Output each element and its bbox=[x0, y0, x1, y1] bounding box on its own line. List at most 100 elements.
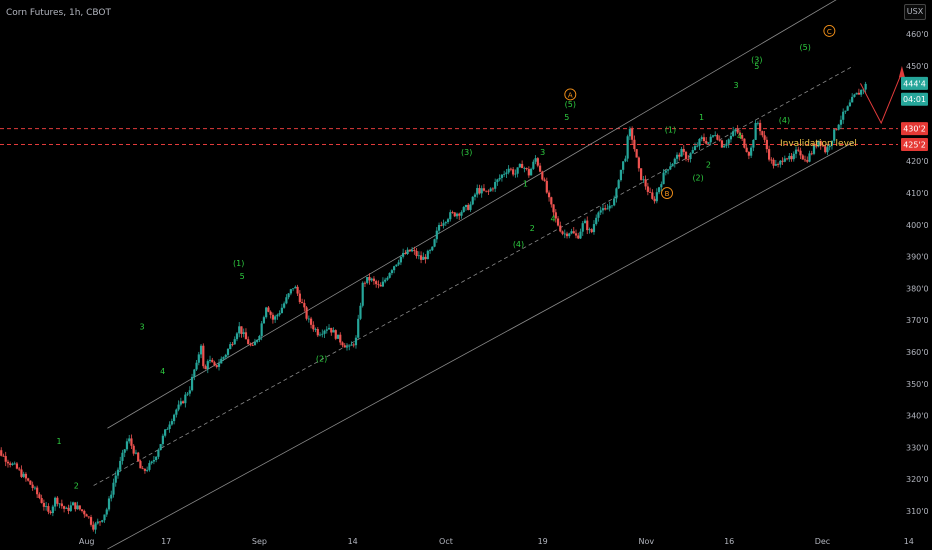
y-tick-label: 460'0 bbox=[906, 30, 929, 39]
candle-body bbox=[339, 334, 342, 343]
candle-body bbox=[842, 111, 845, 120]
candle-body bbox=[348, 345, 351, 347]
candle-body bbox=[496, 179, 499, 183]
candle-body bbox=[361, 282, 364, 306]
candle-body bbox=[503, 173, 506, 175]
candle-body bbox=[94, 523, 97, 530]
wave-label: 2 bbox=[706, 161, 711, 170]
candle-body bbox=[846, 106, 849, 111]
candle-body bbox=[752, 139, 755, 148]
y-tick-label: 390'0 bbox=[906, 253, 929, 262]
candle-body bbox=[45, 506, 48, 507]
candle-body bbox=[137, 452, 140, 462]
candle-body bbox=[98, 521, 102, 523]
candle-body bbox=[74, 502, 77, 510]
candle-body bbox=[220, 358, 223, 364]
candle-body bbox=[550, 197, 553, 205]
candle-body bbox=[595, 217, 598, 225]
candle-body bbox=[341, 342, 344, 346]
candle-body bbox=[806, 160, 809, 162]
candle-body bbox=[455, 213, 459, 217]
candle-body bbox=[547, 192, 551, 198]
candle-body bbox=[179, 401, 182, 405]
candle-body bbox=[637, 157, 640, 169]
candle-body bbox=[83, 510, 86, 515]
candle-body bbox=[633, 139, 636, 150]
candle-body bbox=[199, 345, 203, 355]
x-tick-label: Sep bbox=[252, 537, 267, 546]
candle-body bbox=[58, 503, 61, 505]
candle-body bbox=[815, 145, 818, 147]
candle-body bbox=[673, 158, 676, 164]
wave-label: (5) bbox=[800, 43, 811, 52]
candle-body bbox=[89, 517, 93, 525]
candle-body bbox=[415, 250, 418, 257]
candle-body bbox=[440, 225, 443, 226]
candle-body bbox=[458, 213, 461, 216]
candle-body bbox=[29, 480, 32, 485]
candle-body bbox=[116, 469, 120, 476]
candle-body bbox=[530, 168, 533, 176]
candle-body bbox=[161, 435, 164, 445]
y-tick-label: 310'0 bbox=[906, 507, 929, 516]
candle-body bbox=[215, 365, 218, 367]
candle-body bbox=[40, 498, 43, 503]
candle-body bbox=[552, 204, 555, 213]
candle-body bbox=[399, 256, 402, 263]
candle-body bbox=[622, 161, 625, 170]
candle-body bbox=[4, 456, 7, 462]
candle-body bbox=[559, 225, 562, 232]
candle-body bbox=[204, 366, 207, 370]
x-tick-label: Nov bbox=[638, 537, 654, 546]
wave-label: 2 bbox=[530, 224, 535, 233]
candle-body bbox=[96, 521, 99, 524]
candle-body bbox=[33, 487, 37, 489]
wave-label: 3 bbox=[734, 81, 739, 90]
candle-body bbox=[532, 161, 535, 169]
candle-body bbox=[702, 137, 706, 142]
price-tag bbox=[901, 138, 928, 152]
candle-body bbox=[62, 506, 66, 509]
wave-label: 5 bbox=[754, 62, 759, 71]
candle-body bbox=[446, 219, 450, 223]
candle-body bbox=[132, 445, 135, 454]
candle-body bbox=[727, 139, 730, 144]
candle-body bbox=[592, 224, 596, 233]
candle-body bbox=[608, 205, 611, 209]
candle-body bbox=[390, 270, 393, 274]
candle-body bbox=[9, 463, 12, 465]
candle-body bbox=[87, 516, 90, 518]
candle-body bbox=[487, 190, 490, 192]
candle-body bbox=[229, 344, 232, 349]
circle-label-text: B bbox=[665, 190, 670, 198]
candle-body bbox=[512, 169, 515, 175]
wave-label: 1 bbox=[57, 437, 62, 446]
candle-body bbox=[67, 507, 70, 511]
currency-button[interactable]: USX bbox=[904, 4, 926, 20]
candle-body bbox=[397, 262, 400, 265]
candle-body bbox=[449, 212, 452, 220]
candle-body bbox=[785, 158, 789, 160]
candle-body bbox=[386, 277, 389, 280]
candle-body bbox=[352, 344, 355, 346]
candle-body bbox=[451, 212, 454, 214]
candle-body bbox=[354, 337, 358, 346]
candle-body bbox=[134, 452, 138, 454]
candle-body bbox=[357, 318, 360, 338]
candle-body bbox=[233, 339, 236, 345]
candle-body bbox=[521, 163, 524, 169]
candle-body bbox=[114, 475, 117, 483]
candle-body bbox=[105, 509, 108, 515]
candle-body bbox=[2, 455, 5, 457]
candle-body bbox=[312, 324, 315, 330]
candle-body bbox=[761, 131, 764, 136]
y-tick-label: 320'0 bbox=[906, 475, 929, 484]
candle-body bbox=[586, 220, 589, 231]
candle-body bbox=[473, 194, 477, 197]
candle-body bbox=[334, 330, 337, 339]
candle-body bbox=[296, 286, 299, 294]
candle-body bbox=[193, 369, 196, 377]
candle-body bbox=[240, 326, 243, 334]
candle-body bbox=[103, 514, 106, 521]
